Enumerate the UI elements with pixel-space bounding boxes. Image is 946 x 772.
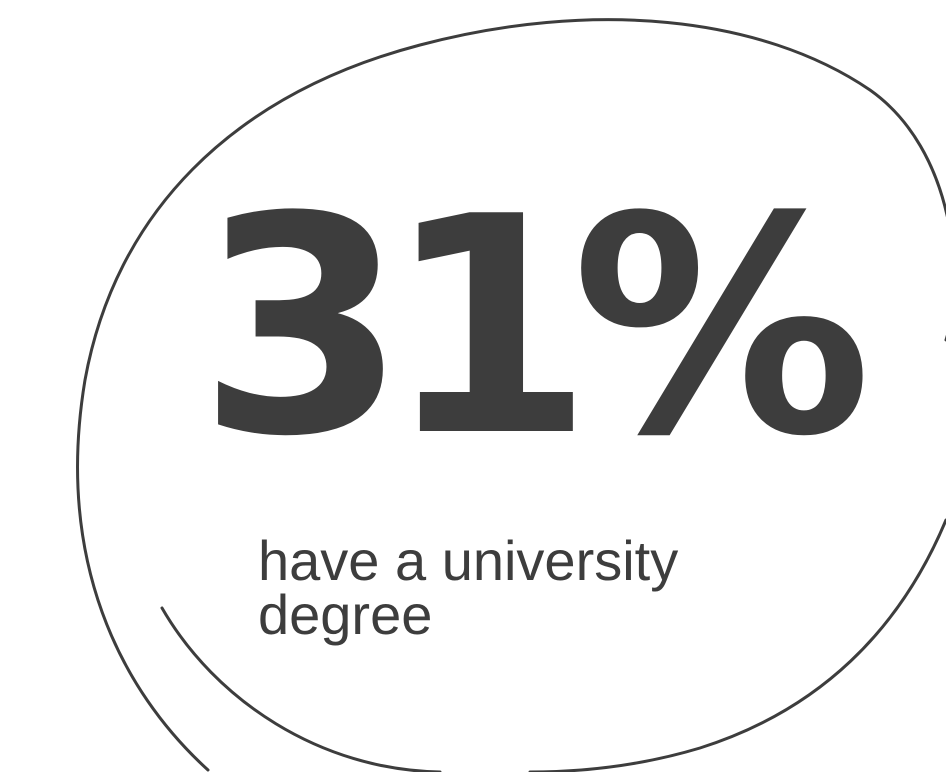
circle-outline-inner <box>160 606 442 772</box>
circle-outline-right-tail <box>528 518 946 772</box>
circle-outline-main <box>76 18 946 772</box>
stat-percentage: 31% <box>198 153 872 502</box>
stat-caption: have a university degree <box>258 529 679 646</box>
